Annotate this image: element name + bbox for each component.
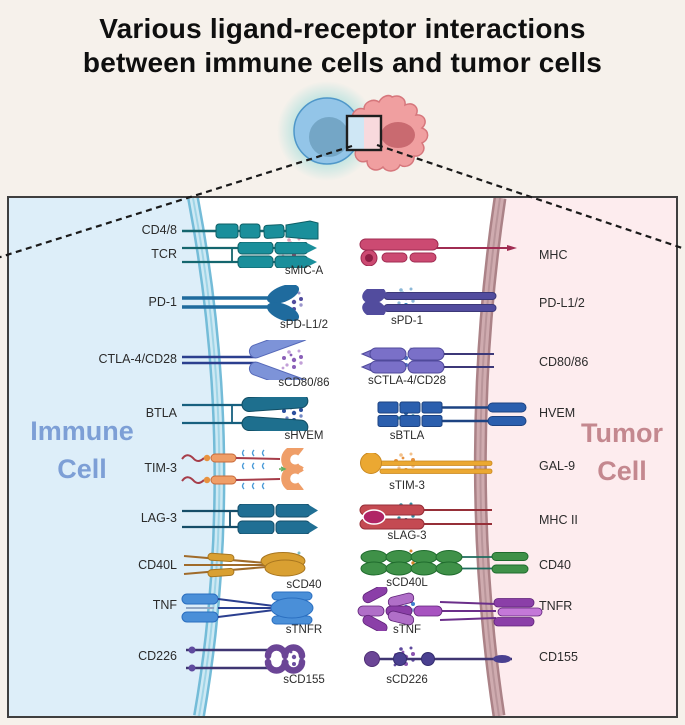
zoom-region-tumor-half xyxy=(364,116,381,150)
receptor-hvem-icon xyxy=(377,401,527,427)
zoom-region-box xyxy=(345,114,383,152)
page-title: Various ligand-receptor interactions bet… xyxy=(0,12,685,80)
label-gal-9: GAL-9 xyxy=(539,459,576,473)
receptor-tnfr-icon xyxy=(357,587,543,631)
receptor-pd-l1-2-icon xyxy=(362,289,497,315)
tumor-cell-label: Tumor Cell xyxy=(581,418,663,486)
receptor-cd80-86-icon xyxy=(360,347,494,374)
tumor-cell-nucleus xyxy=(381,122,415,148)
cell-contact-illustration xyxy=(277,81,429,181)
immune-cell-nucleus xyxy=(309,117,349,157)
immune-region xyxy=(9,198,220,716)
label-sctla-4-cd28: sCTLA-4/CD28 xyxy=(368,375,446,387)
label-cd155: CD155 xyxy=(539,650,578,664)
receptor-btla-icon xyxy=(182,397,309,431)
label-tcr: TCR xyxy=(151,247,177,261)
label-cd40l: CD40L xyxy=(138,558,177,572)
title-line-2: between immune cells and tumor cells xyxy=(82,47,603,79)
tumor-region xyxy=(480,198,676,716)
soluble-dots-scd80-86 xyxy=(281,349,303,370)
label-pd-1: PD-1 xyxy=(148,295,177,309)
receptor-cd40l-icon xyxy=(183,552,306,578)
immune-cell-label: Immune Cell xyxy=(30,416,134,484)
label-mhc: MHC xyxy=(539,248,568,262)
label-tnfr: TNFR xyxy=(539,599,573,613)
label-cd40: CD40 xyxy=(539,558,571,572)
receptor-cd155-icon xyxy=(364,651,512,667)
label-cd80-86: CD80/86 xyxy=(539,355,589,369)
receptor-cd4-8-icon xyxy=(182,220,319,240)
label-stim-3: sTIM-3 xyxy=(389,480,425,492)
label-scd40: sCD40 xyxy=(286,579,322,591)
label-cd4-8: CD4/8 xyxy=(141,223,177,237)
label-ctla-4-cd28: CTLA-4/CD28 xyxy=(98,352,178,366)
label-hvem: HVEM xyxy=(539,406,576,420)
label-tim-3: TIM-3 xyxy=(144,461,177,475)
label-scd155: sCD155 xyxy=(283,674,325,686)
label-spd-1: sPD-1 xyxy=(391,315,423,327)
label-slag-3: sLAG-3 xyxy=(387,530,427,542)
label-btla: BTLA xyxy=(145,406,177,420)
receptor-mhc-ii-icon xyxy=(359,504,492,530)
label-smic-a: sMIC-A xyxy=(284,265,324,277)
receptor-pd-1-icon xyxy=(182,285,300,321)
receptor-mhc-icon xyxy=(359,238,517,266)
receptor-lag-3-icon xyxy=(182,504,318,534)
zoom-region-immune-half xyxy=(347,116,364,150)
label-scd226: sCD226 xyxy=(386,674,428,686)
label-stnfr: sTNFR xyxy=(285,624,323,636)
label-cd226: CD226 xyxy=(138,649,177,663)
label-scd40l: sCD40L xyxy=(386,577,428,589)
receptor-gal-9-icon xyxy=(360,453,493,474)
label-scd80-86: sCD80/86 xyxy=(278,377,330,389)
label-spd-l1-2: sPD-L1/2 xyxy=(280,319,328,331)
label-pd-l1-2: PD-L1/2 xyxy=(539,296,585,310)
receptor-cd226-icon xyxy=(186,644,306,674)
label-tnf: TNF xyxy=(152,598,177,612)
interaction-panel: Immune Cell Tumor Cell CD4/8 TCR PD-1 CT… xyxy=(7,196,678,718)
panel-background xyxy=(9,198,676,716)
label-stnf: sTNF xyxy=(392,624,422,636)
receptor-cd40-icon xyxy=(360,550,529,576)
label-mhc-ii: MHC II xyxy=(539,513,578,527)
receptor-ctla-4-cd28-icon xyxy=(182,340,309,380)
label-sbtla: sBTLA xyxy=(389,430,425,442)
title-line-1: Various ligand-receptor interactions xyxy=(99,13,586,44)
receptor-tnf-icon xyxy=(181,591,314,625)
receptor-tim-3-icon xyxy=(181,448,304,490)
label-lag-3: LAG-3 xyxy=(140,511,177,525)
label-shvem: sHVEM xyxy=(284,430,324,442)
